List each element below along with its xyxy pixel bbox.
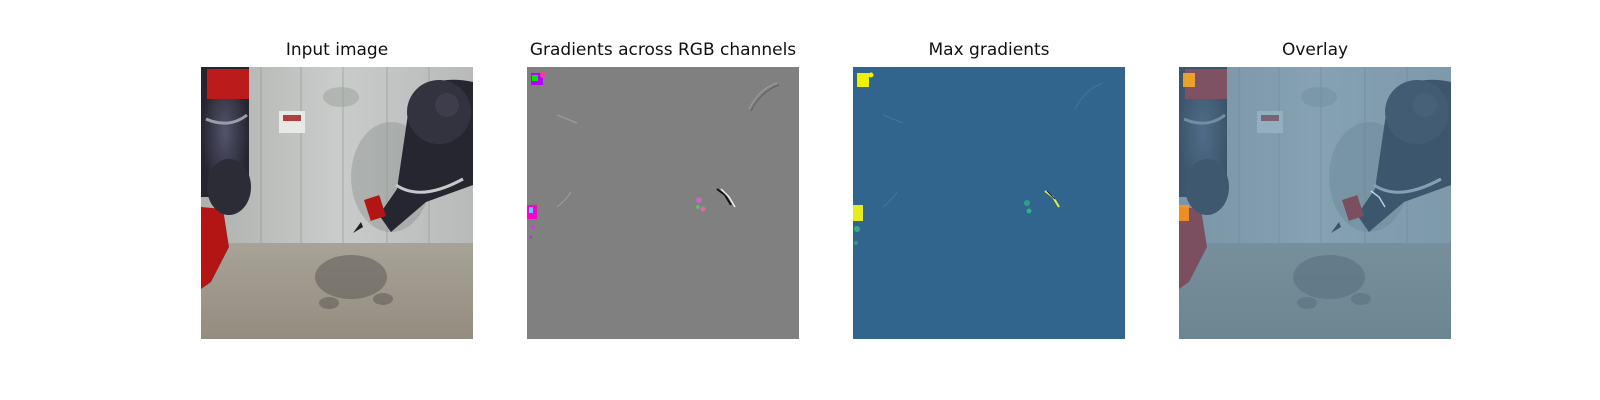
panel-title-input-image: Input image	[285, 40, 389, 60]
input-image-panel	[201, 67, 473, 339]
max-gradients-panel	[853, 67, 1125, 339]
input-image	[201, 67, 473, 339]
panel-title-max-gradients: Max gradients	[928, 40, 1050, 60]
overlay-image	[1179, 67, 1451, 339]
rgb-gradients-panel	[527, 67, 799, 339]
max-gradients-map	[853, 67, 1125, 339]
overlay-panel	[1179, 67, 1451, 339]
panel-title-rgb-gradients: Gradients across RGB channels	[529, 40, 797, 60]
rgb-gradients-map	[527, 67, 799, 339]
panel-title-overlay: Overlay	[1281, 40, 1349, 60]
